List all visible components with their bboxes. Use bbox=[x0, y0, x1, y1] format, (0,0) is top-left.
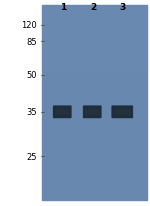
Text: 35: 35 bbox=[26, 108, 37, 117]
Text: 120: 120 bbox=[21, 21, 37, 30]
Text: 3: 3 bbox=[120, 3, 126, 12]
FancyBboxPatch shape bbox=[55, 109, 70, 116]
Bar bbox=[42, 6, 147, 200]
Text: 1: 1 bbox=[60, 3, 66, 12]
FancyBboxPatch shape bbox=[111, 106, 133, 119]
FancyBboxPatch shape bbox=[83, 106, 102, 119]
Text: 2: 2 bbox=[90, 3, 96, 12]
Text: 50: 50 bbox=[26, 71, 37, 80]
Bar bbox=[42, 6, 147, 72]
FancyBboxPatch shape bbox=[114, 109, 131, 116]
FancyBboxPatch shape bbox=[85, 109, 100, 116]
Text: 85: 85 bbox=[26, 38, 37, 47]
Text: 25: 25 bbox=[26, 152, 37, 161]
FancyBboxPatch shape bbox=[53, 106, 72, 119]
